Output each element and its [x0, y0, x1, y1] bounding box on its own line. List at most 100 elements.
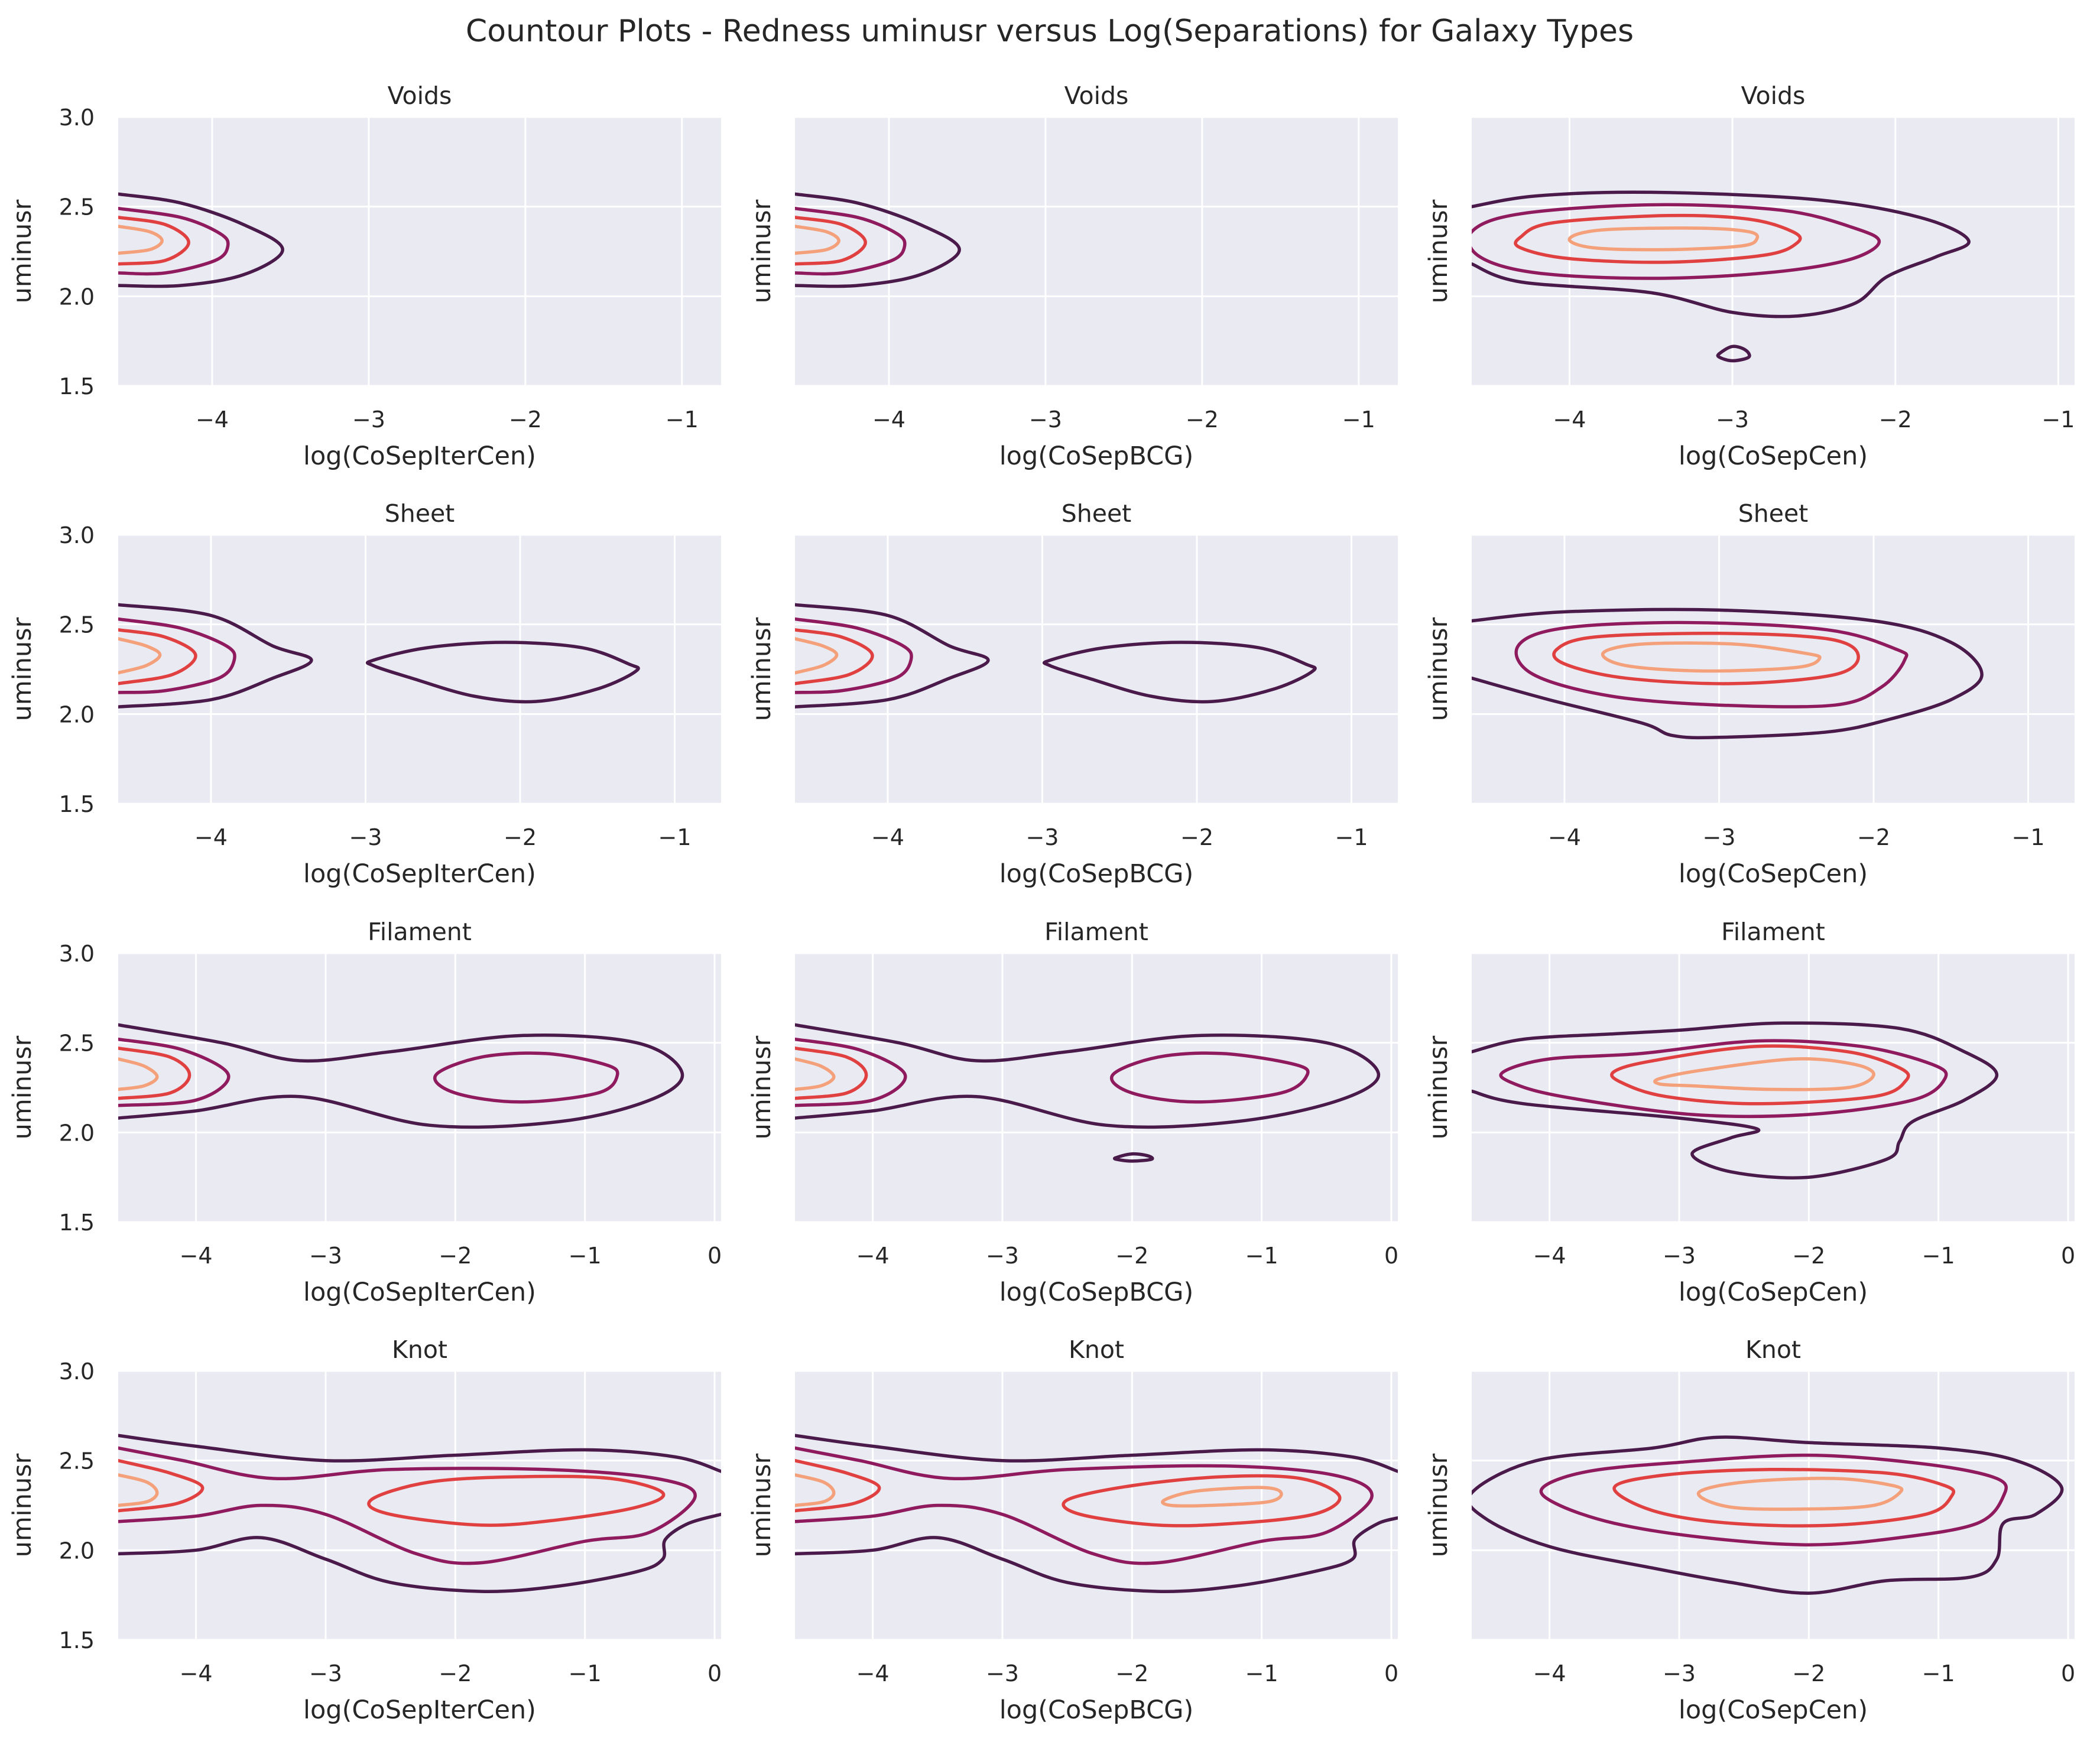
contour-line-level-2 — [367, 1474, 666, 1527]
contour-line-level-1 — [433, 1051, 619, 1104]
plot-area — [795, 535, 1398, 804]
x-tick-label: −1 — [1245, 1243, 1278, 1269]
y-tick-label: 3.0 — [59, 522, 95, 548]
x-axis-label: log(CoSepIterCen) — [303, 859, 536, 889]
x-tick-label: −1 — [2012, 824, 2045, 850]
contour-line-level-0 — [795, 1023, 1380, 1129]
subplot-11: Knot −4 −3 −2 −1 0 log(CoSepBCG) uminusr — [747, 1335, 1398, 1725]
subplot-8: Filament −4 −3 −2 −1 0 log(CoSepBCG) uminusr — [747, 918, 1398, 1307]
y-axis-label: uminusr — [8, 1035, 37, 1139]
subplot-title: Voids — [1741, 82, 1806, 110]
contour-line-level-1 — [795, 206, 907, 276]
x-tick-label: −4 — [196, 407, 229, 433]
x-tick-label: −3 — [349, 824, 382, 850]
x-tick-label: −2 — [439, 1243, 472, 1269]
subplot-title: Voids — [1064, 82, 1129, 110]
x-tick-label: 0 — [1384, 1660, 1398, 1686]
x-axis-label: log(CoSepCen) — [1679, 859, 1868, 889]
contour-line-level-3 — [1567, 226, 1760, 252]
plot-area — [795, 117, 1398, 386]
contour-line-level-0 — [795, 1434, 1398, 1473]
y-tick-label: 2.0 — [59, 284, 95, 310]
x-tick-label: −1 — [1922, 1243, 1955, 1269]
contour-group — [795, 192, 961, 288]
x-tick-label: −1 — [1245, 1660, 1278, 1686]
x-tick-label: −1 — [1922, 1660, 1955, 1686]
x-tick-label: −2 — [1115, 1660, 1148, 1686]
x-axis-label: log(CoSepBCG) — [999, 441, 1194, 471]
x-tick-label: −1 — [569, 1243, 602, 1269]
y-tick-label: 2.5 — [59, 612, 95, 638]
y-axis-label: uminusr — [8, 199, 37, 303]
contour-line-level-2 — [118, 216, 190, 266]
y-tick-label: 1.5 — [59, 1627, 95, 1653]
x-axis-label: log(CoSepBCG) — [999, 1278, 1194, 1307]
subplot-title: Filament — [368, 918, 472, 946]
contour-group — [118, 1023, 684, 1129]
contour-line-level-2 — [1612, 1467, 1956, 1528]
x-tick-label: −3 — [1029, 407, 1062, 433]
contour-line-level-3 — [795, 1057, 836, 1091]
contour-line-level-0 — [118, 1512, 721, 1593]
subplot-1: Voids −4 −3 −2 −1 log(CoSepIterCen) 1.5 2.0 2.5 3… — [8, 82, 721, 471]
x-tick-label: −1 — [1342, 407, 1375, 433]
x-tick-label: −1 — [2041, 407, 2075, 433]
x-tick-label: −3 — [1025, 824, 1059, 850]
x-axis-label: log(CoSepBCG) — [999, 1695, 1194, 1725]
subplot-title: Sheet — [1062, 499, 1132, 528]
x-tick-label: −3 — [986, 1660, 1019, 1686]
y-axis-label: uminusr — [747, 1035, 777, 1139]
y-tick-label: 3.0 — [59, 1359, 95, 1385]
contour-line-level-2 — [1610, 1044, 1910, 1106]
contour-line-level-1 — [1472, 203, 1881, 280]
contour-line-level-2 — [118, 628, 197, 685]
contour-group — [795, 1434, 1398, 1593]
contour-line-level-3 — [795, 1473, 836, 1507]
y-axis-label: uminusr — [1424, 617, 1453, 721]
x-tick-label: −1 — [1335, 824, 1368, 850]
subplot-12: Knot −4 −3 −2 −1 0 log(CoSepCen) uminusr — [1424, 1335, 2075, 1725]
contour-line-level-0 — [1472, 1435, 2064, 1595]
contour-line-level-0 — [1042, 641, 1317, 704]
x-tick-label: −3 — [352, 407, 385, 433]
x-tick-label: −4 — [856, 1243, 890, 1269]
contour-line-level-3 — [1653, 1057, 1875, 1091]
x-tick-label: −4 — [1533, 1243, 1566, 1269]
plot-area — [118, 117, 721, 386]
contour-line-level-3 — [1601, 641, 1822, 673]
x-tick-label: −2 — [1180, 824, 1213, 850]
subplot-title: Sheet — [1738, 499, 1809, 528]
subplot-title: Voids — [388, 82, 452, 110]
contour-line-level-2 — [1514, 213, 1802, 264]
y-tick-label: 2.5 — [59, 1448, 95, 1474]
plot-area — [795, 953, 1398, 1222]
x-tick-label: −2 — [509, 407, 542, 433]
x-tick-label: −4 — [180, 1660, 213, 1686]
x-tick-label: −2 — [1186, 407, 1219, 433]
x-tick-label: −2 — [1792, 1660, 1825, 1686]
contour-line-level-0 — [118, 192, 284, 288]
x-tick-label: −2 — [1115, 1243, 1148, 1269]
x-tick-label: −3 — [309, 1243, 342, 1269]
subplot-title: Knot — [1069, 1335, 1124, 1364]
x-tick-label: −4 — [872, 407, 905, 433]
y-axis-label: uminusr — [747, 199, 777, 303]
y-tick-label: 1.5 — [59, 791, 95, 817]
x-tick-label: −3 — [1716, 407, 1749, 433]
contour-line-level-1 — [1499, 1039, 1948, 1119]
y-axis-label: uminusr — [8, 617, 37, 721]
contour-group — [118, 1434, 721, 1593]
contour-group — [118, 192, 284, 288]
x-tick-label: −1 — [666, 407, 699, 433]
x-axis-label: log(CoSepIterCen) — [303, 441, 536, 471]
subplot-title: Filament — [1044, 918, 1148, 946]
x-tick-label: −4 — [1533, 1660, 1566, 1686]
contour-line-level-3 — [795, 637, 839, 675]
contour-line-level-0 — [118, 1023, 684, 1129]
contour-line-level-0 — [1472, 607, 1984, 740]
contour-line-level-3 — [1697, 1477, 1904, 1511]
subplot-9: Filament −4 −3 −2 −1 0 log(CoSepCen) uminusr — [1424, 918, 2075, 1307]
contour-line-level-0 — [365, 641, 640, 704]
x-tick-label: 0 — [707, 1660, 722, 1686]
contour-line-level-2 — [1062, 1474, 1342, 1528]
